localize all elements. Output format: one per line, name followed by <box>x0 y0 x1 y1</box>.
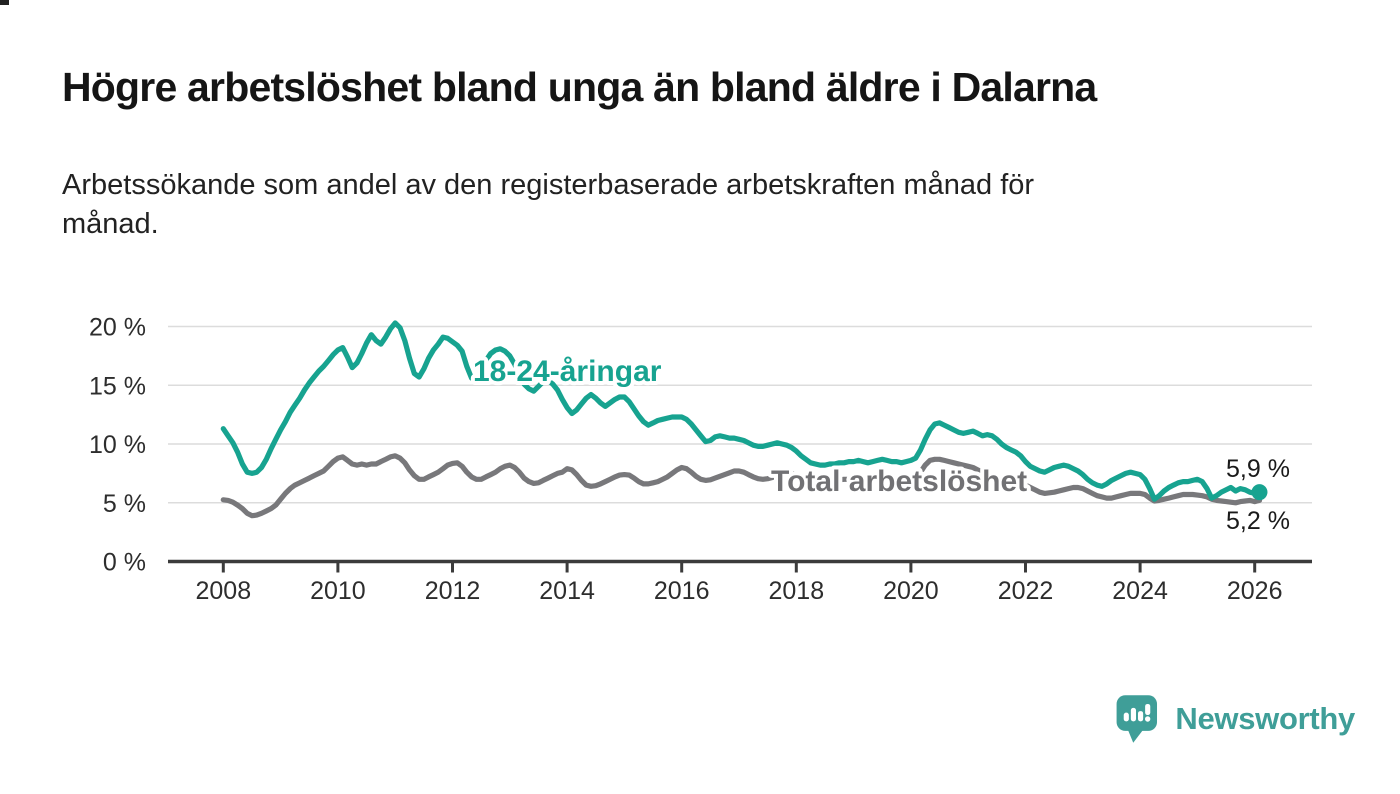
x-axis-label: 2022 <box>998 577 1054 605</box>
chart-subtitle-line1: Arbetssökande som andel av den registerb… <box>62 169 1035 201</box>
x-axis-label: 2018 <box>768 577 824 605</box>
newsworthy-brand-text: Newsworthy <box>1175 701 1355 736</box>
newsworthy-logo: Newsworthy <box>1115 686 1355 752</box>
series-line-youth <box>220 320 1263 502</box>
x-axis-label: 2010 <box>310 577 366 605</box>
chart-subtitle: Arbetssökande som andel av den registerb… <box>62 166 1312 244</box>
y-axis-label: 15 % <box>89 372 146 400</box>
x-axis-label: 2020 <box>883 577 939 605</box>
end-label-total: 5,2 % <box>1226 507 1290 535</box>
y-axis-label: 10 % <box>89 431 146 459</box>
x-axis-label: 2024 <box>1112 577 1168 605</box>
x-axis-label: 2014 <box>539 577 595 605</box>
bar-chart-speech-bubble-icon <box>1116 695 1158 743</box>
end-label-youth: 5,9 % <box>1226 455 1290 483</box>
x-axis-label: 2008 <box>195 577 251 605</box>
y-axis-label: 0 % <box>103 549 146 577</box>
series-label-youth: 18-24-åringar <box>473 355 662 388</box>
x-axis-label: 2012 <box>425 577 481 605</box>
chart-title: Högre arbetslöshet bland unga än bland ä… <box>62 64 1097 110</box>
chart-subtitle-line2: månad. <box>62 208 159 240</box>
corner-artifact <box>0 0 9 5</box>
x-axis-label: 2016 <box>654 577 710 605</box>
x-axis-label: 2026 <box>1227 577 1283 605</box>
endpoint-dot <box>1251 484 1268 501</box>
y-axis-label: 5 % <box>103 490 146 518</box>
y-axis-label: 20 % <box>89 314 146 342</box>
series-label-total: Total arbetslöshet <box>771 465 1027 498</box>
series-line-total <box>220 453 1263 519</box>
